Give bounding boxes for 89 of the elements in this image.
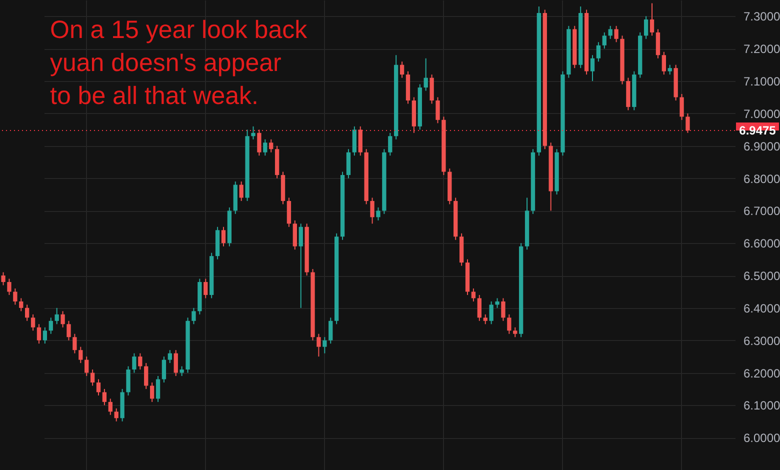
candlestick xyxy=(42,326,48,344)
y-tick-label: 6.5000 xyxy=(744,269,780,284)
candlestick xyxy=(471,288,476,302)
candlestick xyxy=(483,314,488,325)
candlestick xyxy=(644,16,648,40)
y-tick-label: 6.2000 xyxy=(744,366,780,380)
candlestick xyxy=(180,366,184,376)
candlestick xyxy=(352,126,357,156)
candlestick xyxy=(495,298,500,308)
candlestick xyxy=(162,356,166,383)
candlestick xyxy=(48,317,53,334)
y-tick-label: 6.0000 xyxy=(744,431,780,446)
candlestick xyxy=(204,278,208,299)
candlestick xyxy=(132,352,136,374)
candlestick xyxy=(66,320,71,341)
candlestick xyxy=(680,94,684,120)
candlestick xyxy=(72,333,77,354)
candlestick xyxy=(298,223,303,308)
candlestick xyxy=(13,288,18,306)
candlestick xyxy=(430,74,434,104)
y-tick-label: 6.6000 xyxy=(744,236,780,251)
candlestick xyxy=(1,272,6,286)
candlestick xyxy=(138,352,142,370)
candlestick xyxy=(489,300,494,325)
candlestick xyxy=(239,181,244,202)
candlestick xyxy=(156,376,160,402)
candlestick xyxy=(192,307,196,325)
annotation: On a 15 year look back yuan doesn's appear to be all that weak. xyxy=(50,16,308,110)
candlestick xyxy=(150,382,154,402)
candlestick xyxy=(269,138,274,153)
candlestick xyxy=(108,398,112,416)
candlestick xyxy=(668,64,672,76)
candlestick xyxy=(30,314,36,332)
candlestick xyxy=(424,58,428,92)
y-tick-label: 7.1000 xyxy=(744,74,780,89)
candlestick xyxy=(251,126,256,140)
candlestick xyxy=(650,2,654,36)
candlestick xyxy=(7,278,12,296)
candlestick xyxy=(590,54,595,82)
y-tick-label: 7.2000 xyxy=(744,42,780,56)
candlestick xyxy=(328,317,333,344)
candlestick xyxy=(513,326,518,338)
candlestick xyxy=(436,96,440,124)
candlestick xyxy=(221,226,226,247)
candlestick xyxy=(257,129,262,156)
candlestick xyxy=(78,346,83,364)
candlestick xyxy=(602,32,606,50)
candlestick xyxy=(358,126,362,156)
candlestick xyxy=(686,112,690,134)
candlestick xyxy=(114,408,118,422)
y-tick-label: 6.1000 xyxy=(744,398,780,413)
candlestick xyxy=(84,356,89,376)
y-tick-label: 7.0000 xyxy=(744,106,780,121)
y-tick-label: 6.4000 xyxy=(744,301,780,316)
candlestick xyxy=(370,197,374,224)
y-tick-label: 7.3000 xyxy=(744,10,780,24)
candlestick xyxy=(388,132,392,156)
candlestick xyxy=(322,336,327,354)
candlestick xyxy=(19,298,24,312)
y-tick-label: 6.9000 xyxy=(744,139,780,154)
candlestick xyxy=(96,378,101,396)
candlestick xyxy=(90,369,95,386)
candlestick xyxy=(346,148,351,179)
candlestick xyxy=(477,294,482,322)
candlestick xyxy=(126,366,130,396)
candlestick xyxy=(168,350,172,364)
candlestick xyxy=(376,206,380,221)
y-tick-label: 6.7000 xyxy=(744,204,780,218)
y-tick-label: 6.8000 xyxy=(744,172,780,186)
candlestick xyxy=(316,333,321,358)
candlestick xyxy=(286,197,292,228)
candlestick xyxy=(608,25,612,40)
candlestick xyxy=(507,314,512,334)
y-tick-label: 6.3000 xyxy=(744,334,780,348)
candlestick xyxy=(54,307,59,325)
candlestick xyxy=(60,310,65,328)
candlestick xyxy=(174,350,178,376)
candlestick xyxy=(400,61,404,78)
candlestick xyxy=(263,138,268,156)
candlestick xyxy=(24,304,30,322)
candlestick xyxy=(501,298,506,322)
candlestick xyxy=(614,25,618,43)
candlestick xyxy=(662,51,666,76)
candlestick xyxy=(102,388,107,406)
candlestick xyxy=(292,220,297,250)
candlestick xyxy=(144,362,148,390)
candlestick xyxy=(36,324,42,344)
candlestick xyxy=(656,28,660,59)
candlestick xyxy=(596,42,601,62)
